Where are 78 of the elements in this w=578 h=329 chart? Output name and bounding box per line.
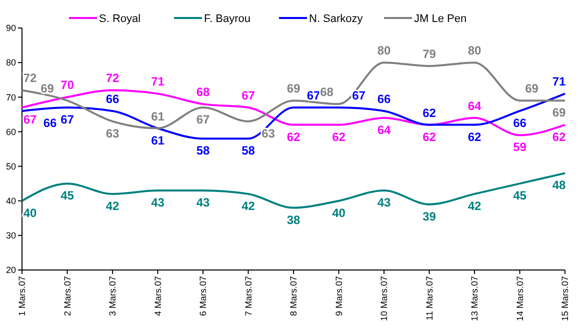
- data-label: 58: [196, 144, 210, 158]
- data-label: 67: [196, 112, 210, 127]
- data-label: 61: [151, 109, 165, 124]
- data-label: 42: [106, 198, 120, 213]
- data-label: 61: [151, 133, 165, 148]
- data-label: 62: [286, 130, 300, 144]
- x-tick-label: 2 Mars.07: [62, 276, 72, 316]
- data-label: 72: [23, 71, 37, 86]
- y-tick-label: 80: [6, 58, 16, 68]
- data-label: 42: [468, 198, 482, 213]
- data-label: 66: [43, 116, 57, 130]
- data-label: 80: [468, 44, 482, 58]
- data-label: 59: [513, 140, 527, 154]
- y-tick-label: 50: [6, 161, 16, 172]
- data-label: 48: [552, 178, 566, 192]
- data-label: 66: [377, 92, 391, 106]
- x-tick-label: 8 Mars.07: [288, 276, 298, 316]
- data-label: 80: [377, 44, 391, 58]
- y-tick-label: 20: [6, 265, 16, 276]
- x-tick-label: 14 Mars.07: [514, 276, 525, 322]
- data-label: 45: [60, 188, 74, 203]
- data-label: 62: [468, 130, 482, 144]
- line-series: [21, 172, 566, 209]
- y-tick-label: 70: [6, 92, 16, 102]
- data-label: 69: [552, 106, 566, 120]
- data-label: 67: [60, 112, 74, 127]
- y-tick-label: 60: [6, 126, 16, 137]
- data-label: 68: [320, 85, 334, 100]
- data-label: 68: [196, 85, 210, 100]
- data-label: 38: [286, 212, 300, 227]
- data-label: 39: [422, 209, 436, 224]
- data-label: 64: [377, 122, 391, 137]
- x-tick-label: 7 Mars.07: [243, 276, 254, 316]
- legend-label: S. Royal: [99, 12, 141, 25]
- data-label: 70: [60, 78, 74, 92]
- data-label: 63: [106, 126, 120, 140]
- data-label: 45: [513, 188, 527, 203]
- legend-label: N. Sarkozy: [309, 12, 364, 25]
- legend-label: JM Le Pen: [414, 12, 467, 25]
- data-label: 66: [106, 92, 120, 106]
- y-tick-label: 90: [6, 23, 16, 34]
- data-label: 40: [332, 206, 346, 220]
- x-tick-label: 6 Mars.07: [198, 276, 208, 316]
- data-label: 71: [552, 74, 566, 89]
- data-label: 63: [262, 126, 276, 140]
- x-tick-label: 15 Mars.07: [560, 276, 570, 322]
- data-label: 62: [422, 130, 436, 144]
- x-tick-label: 3 Mars.07: [108, 276, 118, 316]
- data-label: 43: [151, 195, 165, 210]
- data-label: 62: [332, 130, 346, 144]
- legend-label: F. Bayrou: [204, 12, 250, 25]
- data-label: 42: [242, 198, 256, 213]
- x-tick-label: 10 Mars.07: [379, 276, 389, 322]
- data-label: 43: [377, 195, 391, 210]
- x-tick-label: 11 Mars.07: [424, 276, 434, 320]
- x-tick-label: 13 Mars.07: [470, 276, 480, 322]
- data-label: 67: [23, 112, 37, 127]
- data-label: 58: [242, 144, 256, 158]
- data-label: 64: [468, 98, 482, 113]
- data-label: 69: [40, 82, 54, 96]
- data-label: 67: [306, 88, 320, 103]
- data-label: 79: [422, 47, 436, 62]
- data-label: 72: [106, 71, 120, 86]
- y-tick-label: 40: [6, 196, 16, 206]
- data-label: 40: [23, 206, 37, 220]
- data-label: 67: [242, 88, 256, 103]
- data-label: 71: [151, 74, 165, 89]
- data-label: 43: [196, 195, 210, 210]
- data-label: 69: [286, 82, 300, 96]
- x-tick-label: 1 Mars.07: [17, 276, 27, 316]
- data-label: 69: [525, 82, 539, 96]
- data-label: 62: [552, 130, 566, 144]
- y-tick-label: 30: [6, 230, 16, 241]
- x-tick-label: 4 Mars.07: [152, 276, 163, 316]
- data-label: 67: [352, 88, 366, 103]
- data-label: 62: [422, 106, 436, 120]
- data-label: 66: [513, 116, 527, 130]
- x-tick-label: 9 Mars.07: [334, 276, 344, 316]
